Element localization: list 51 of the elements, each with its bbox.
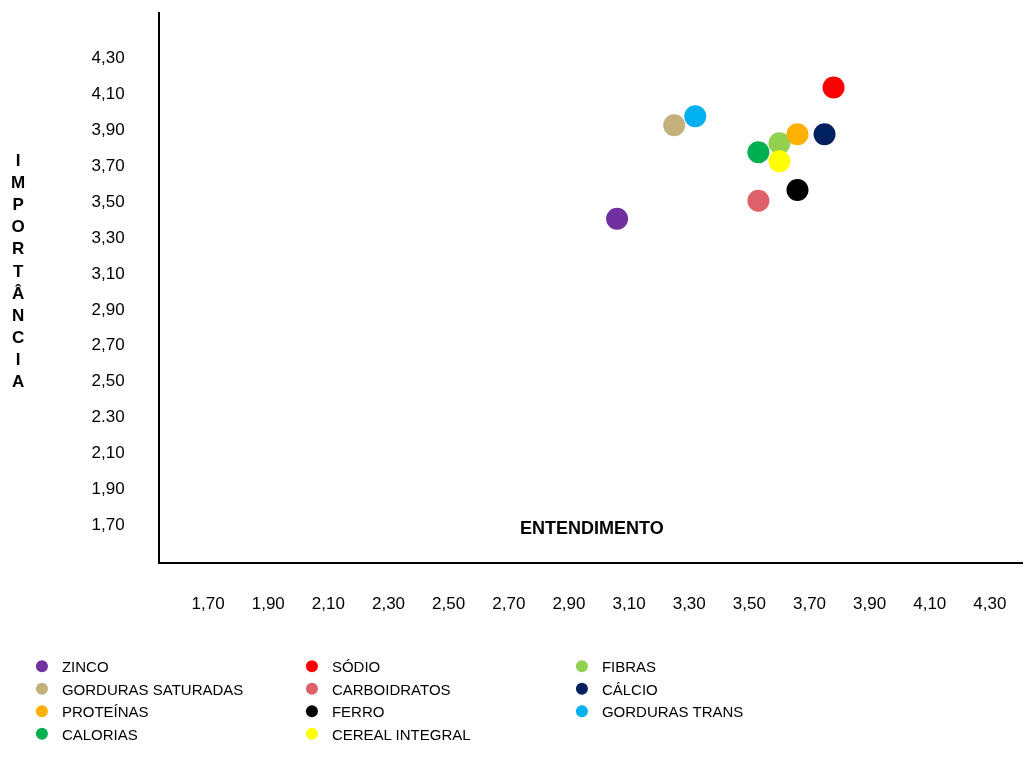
point [747,189,770,212]
x-tick-label: 2,70 [492,594,526,614]
legend-label: CALORIAS [61,725,138,743]
x-tick-label: 4,30 [973,594,1007,614]
point [786,178,809,201]
point [813,123,836,146]
y-tick-label: 2,50 [91,371,125,391]
point [747,141,770,164]
point [786,123,809,146]
x-tick-label: 2,30 [371,594,406,614]
y-tick-label: 2,70 [91,335,125,355]
legend-label: CÁLCIO [601,680,658,698]
x-tick-label: 3,30 [672,594,706,614]
y-tick-label: 4,10 [91,83,125,103]
y-tick-label: 1,70 [91,515,125,535]
legend-label: GORDURAS TRANS [601,703,744,721]
legend-label: CARBOIDRATOS [331,680,451,698]
legend-label: GORDURAS SATURADAS [61,680,244,698]
y-tick-label: 3,10 [91,263,125,283]
legend-label: FIBRAS [601,658,657,676]
y-tick-label: 3,30 [91,227,125,247]
y-tick-label: 3,70 [91,155,125,175]
y-tick-label: 3,90 [91,119,125,139]
x-tick-label: 1,70 [191,594,225,614]
x-tick-label: 4,10 [913,594,947,614]
point [822,76,845,99]
y-tick-label: 3,50 [91,191,125,211]
point [663,114,686,137]
point [684,105,707,128]
legend-label: FERRO [331,703,385,721]
x-tick-label: 3,10 [612,594,646,614]
point [606,207,629,230]
text: IMPORTÂNCIA [11,151,26,391]
legend-label: ZINCO [61,658,109,676]
legend-label: SÓDIO [331,658,381,676]
y-tick-label: 2,10 [91,443,125,463]
x-tick-label: 2,10 [311,594,345,614]
x-tick-label: 3,70 [792,594,827,614]
y-tick-label: 2.30 [91,407,125,427]
y-tick-label: 2,90 [91,299,125,319]
legend-label: CEREAL INTEGRAL [331,725,471,743]
x-tick-label: 1,90 [251,594,285,614]
y-tick-label: 1,90 [91,479,125,499]
point [768,150,791,173]
x-axis-title: ENTENDIMENTO [520,518,664,538]
x-tick-label: 3,50 [732,594,766,614]
legend-label: PROTEÍNAS [61,703,149,721]
y-tick-label: 4,30 [91,47,125,67]
x-tick-label: 2,50 [432,594,466,614]
x-tick-label: 2,90 [552,594,586,614]
x-tick-label: 3,90 [853,594,887,614]
